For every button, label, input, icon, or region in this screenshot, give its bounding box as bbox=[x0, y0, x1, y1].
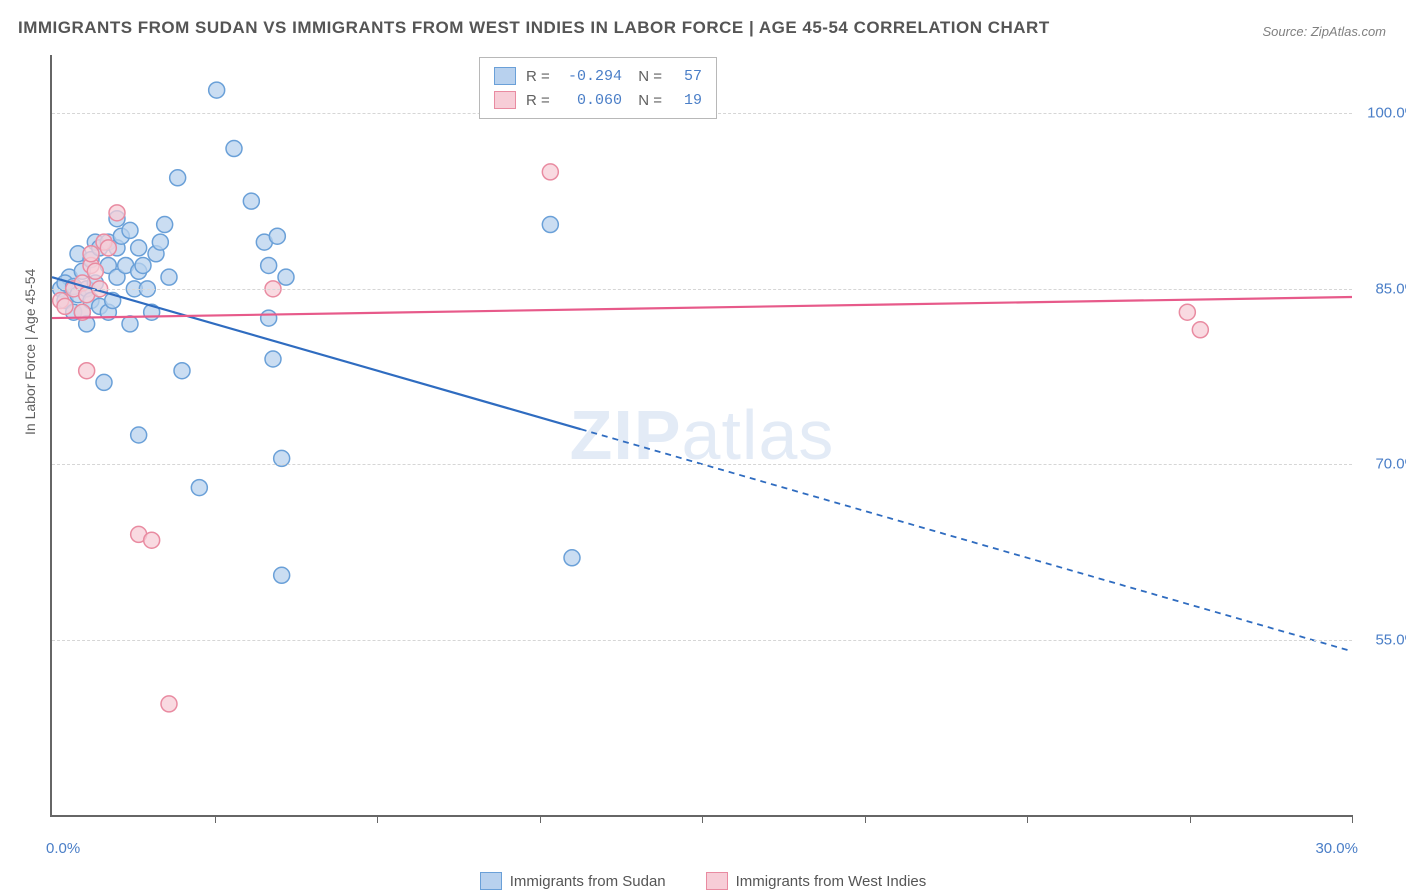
source-attribution: Source: ZipAtlas.com bbox=[1262, 24, 1386, 39]
scatter-point bbox=[170, 170, 186, 186]
scatter-point bbox=[191, 480, 207, 496]
legend-r-value: -0.294 bbox=[566, 68, 622, 85]
legend-series-label: Immigrants from Sudan bbox=[510, 873, 666, 890]
legend-n-label: N = bbox=[632, 92, 662, 109]
scatter-point bbox=[135, 257, 151, 273]
scatter-point bbox=[274, 567, 290, 583]
y-axis-title: In Labor Force | Age 45-54 bbox=[22, 269, 38, 435]
legend-n-value: 57 bbox=[672, 68, 702, 85]
x-tick bbox=[540, 815, 541, 823]
trend-line-solid bbox=[52, 277, 581, 429]
scatter-point bbox=[161, 269, 177, 285]
scatter-point bbox=[144, 532, 160, 548]
chart-container: IMMIGRANTS FROM SUDAN VS IMMIGRANTS FROM… bbox=[0, 0, 1406, 892]
scatter-point bbox=[96, 374, 112, 390]
scatter-point bbox=[100, 240, 116, 256]
y-tick-label: 85.0% bbox=[1358, 280, 1406, 297]
x-tick bbox=[377, 815, 378, 823]
legend-n-label: N = bbox=[632, 68, 662, 85]
trend-line-solid bbox=[52, 297, 1352, 318]
x-tick bbox=[215, 815, 216, 823]
legend-bottom: Immigrants from Sudan Immigrants from Wes… bbox=[0, 872, 1406, 890]
scatter-point bbox=[278, 269, 294, 285]
scatter-point bbox=[131, 427, 147, 443]
scatter-point bbox=[122, 222, 138, 238]
legend-r-label: R = bbox=[526, 68, 556, 85]
scatter-point bbox=[1192, 322, 1208, 338]
grid-line bbox=[52, 464, 1352, 465]
legend-series-label: Immigrants from West Indies bbox=[736, 873, 927, 890]
legend-series-item: Immigrants from Sudan bbox=[480, 872, 666, 890]
scatter-point bbox=[131, 240, 147, 256]
legend-row: R = -0.294 N = 57 bbox=[494, 64, 702, 88]
legend-r-value: 0.060 bbox=[566, 92, 622, 109]
x-axis-max-label: 30.0% bbox=[1315, 840, 1358, 857]
legend-n-value: 19 bbox=[672, 92, 702, 109]
grid-line bbox=[52, 640, 1352, 641]
chart-svg bbox=[52, 55, 1352, 815]
scatter-point bbox=[209, 82, 225, 98]
scatter-point bbox=[87, 263, 103, 279]
scatter-point bbox=[564, 550, 580, 566]
legend-swatch bbox=[494, 67, 516, 85]
x-tick bbox=[1027, 815, 1028, 823]
trend-line-dashed bbox=[581, 429, 1352, 651]
legend-series-item: Immigrants from West Indies bbox=[706, 872, 927, 890]
scatter-point bbox=[226, 141, 242, 157]
scatter-point bbox=[243, 193, 259, 209]
scatter-point bbox=[269, 228, 285, 244]
grid-line bbox=[52, 289, 1352, 290]
legend-swatch bbox=[480, 872, 502, 890]
x-tick bbox=[1352, 815, 1353, 823]
x-tick bbox=[702, 815, 703, 823]
scatter-point bbox=[1179, 304, 1195, 320]
plot-area: ZIPatlas 0.0% 30.0% 55.0%70.0%85.0%100.0… bbox=[50, 55, 1352, 817]
y-tick-label: 100.0% bbox=[1358, 105, 1406, 122]
scatter-point bbox=[57, 298, 73, 314]
scatter-point bbox=[174, 363, 190, 379]
scatter-point bbox=[265, 351, 281, 367]
scatter-point bbox=[152, 234, 168, 250]
legend-swatch bbox=[494, 91, 516, 109]
scatter-point bbox=[261, 257, 277, 273]
x-tick bbox=[1190, 815, 1191, 823]
scatter-point bbox=[161, 696, 177, 712]
scatter-point bbox=[542, 164, 558, 180]
legend-correlation: R = -0.294 N = 57 R = 0.060 N = 19 bbox=[479, 57, 717, 119]
x-tick bbox=[865, 815, 866, 823]
legend-swatch bbox=[706, 872, 728, 890]
legend-r-label: R = bbox=[526, 92, 556, 109]
scatter-point bbox=[83, 246, 99, 262]
scatter-point bbox=[79, 363, 95, 379]
scatter-point bbox=[542, 217, 558, 233]
y-tick-label: 55.0% bbox=[1358, 631, 1406, 648]
scatter-point bbox=[109, 205, 125, 221]
x-axis-min-label: 0.0% bbox=[46, 840, 80, 857]
scatter-point bbox=[122, 316, 138, 332]
y-tick-label: 70.0% bbox=[1358, 456, 1406, 473]
legend-row: R = 0.060 N = 19 bbox=[494, 88, 702, 112]
chart-title: IMMIGRANTS FROM SUDAN VS IMMIGRANTS FROM… bbox=[18, 18, 1050, 38]
scatter-point bbox=[157, 217, 173, 233]
scatter-point bbox=[261, 310, 277, 326]
